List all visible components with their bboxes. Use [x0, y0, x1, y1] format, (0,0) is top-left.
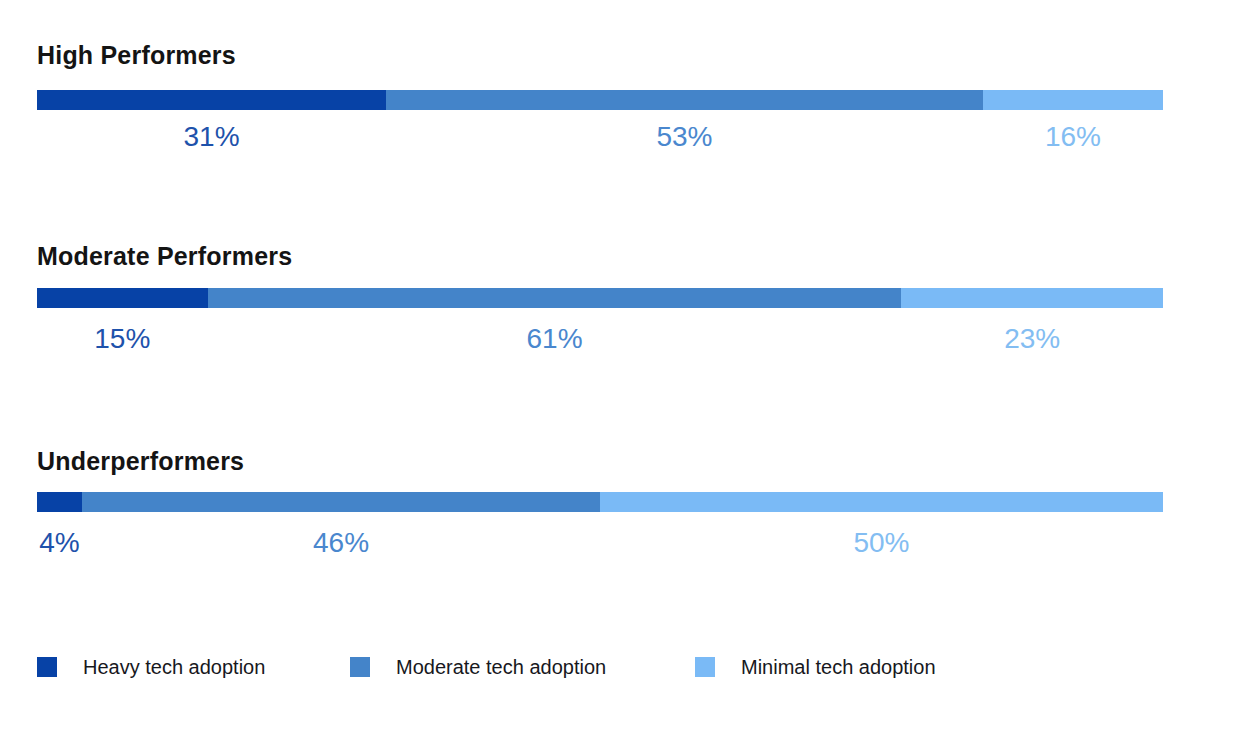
bar-segment-minimal: [983, 90, 1163, 110]
stacked-bar-chart: High Performers 31% 53% 16% Moderate Per…: [0, 0, 1252, 734]
bar-segment-moderate: [386, 90, 983, 110]
bar-segment-minimal: [901, 288, 1163, 308]
value-labels-moderate-performers: 15% 61% 23%: [37, 322, 1163, 356]
stacked-bar-underperformers: [37, 492, 1163, 512]
legend-label-minimal: Minimal tech adoption: [741, 655, 936, 679]
row-title-underperformers: Underperformers: [37, 446, 244, 476]
legend-item-heavy: Heavy tech adoption: [37, 655, 265, 679]
legend-swatch-moderate: [350, 657, 370, 677]
bar-segment-minimal: [600, 492, 1163, 512]
value-label-heavy: 31%: [37, 120, 386, 154]
value-labels-underperformers: 4% 46% 50%: [37, 526, 1163, 560]
stacked-bar-high-performers: [37, 90, 1163, 110]
chart-area: High Performers 31% 53% 16% Moderate Per…: [37, 0, 1163, 734]
value-label-moderate: 46%: [82, 526, 600, 560]
chart-legend: Heavy tech adoption Moderate tech adopti…: [37, 655, 1163, 681]
bar-segment-moderate: [82, 492, 600, 512]
bar-segment-heavy: [37, 288, 208, 308]
bar-segment-heavy: [37, 90, 386, 110]
legend-label-heavy: Heavy tech adoption: [83, 655, 265, 679]
legend-item-moderate: Moderate tech adoption: [350, 655, 606, 679]
value-labels-high-performers: 31% 53% 16%: [37, 120, 1163, 154]
value-label-moderate: 61%: [208, 322, 902, 356]
row-title-moderate-performers: Moderate Performers: [37, 241, 292, 271]
value-label-minimal: 16%: [983, 120, 1163, 154]
legend-label-moderate: Moderate tech adoption: [396, 655, 606, 679]
value-label-minimal: 50%: [600, 526, 1163, 560]
value-label-heavy: 15%: [37, 322, 208, 356]
value-label-minimal: 23%: [901, 322, 1163, 356]
legend-item-minimal: Minimal tech adoption: [695, 655, 936, 679]
legend-swatch-minimal: [695, 657, 715, 677]
value-label-moderate: 53%: [386, 120, 983, 154]
bar-segment-moderate: [208, 288, 902, 308]
bar-segment-heavy: [37, 492, 82, 512]
value-label-heavy: 4%: [37, 526, 82, 560]
stacked-bar-moderate-performers: [37, 288, 1163, 308]
legend-swatch-heavy: [37, 657, 57, 677]
row-title-high-performers: High Performers: [37, 40, 236, 70]
